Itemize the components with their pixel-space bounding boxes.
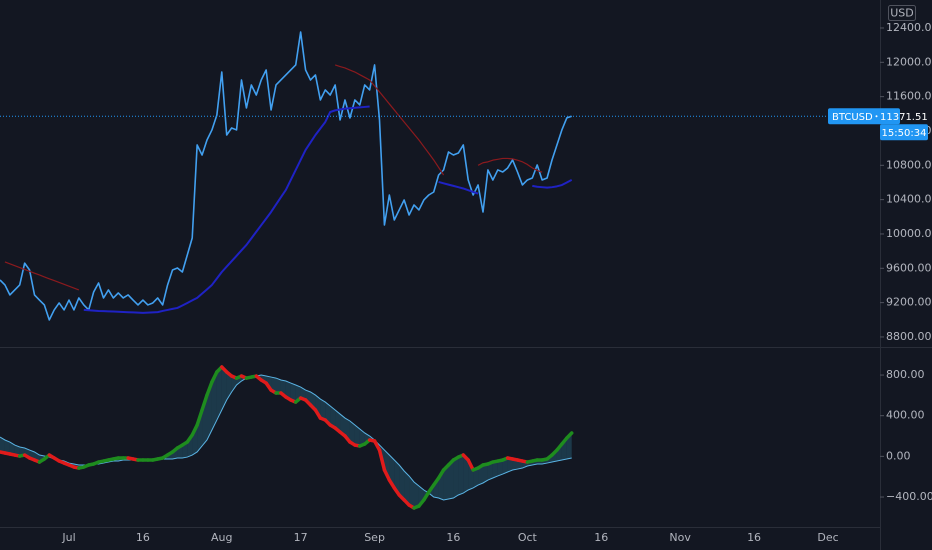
ribbon-fill [492,461,498,479]
countdown-tag [880,124,928,141]
macd-segment [565,431,574,440]
y-tick-label: 400.00 [886,409,925,422]
ribbon-fill [320,399,326,421]
currency-box[interactable] [888,5,916,21]
ribbon-fill [483,463,488,483]
ribbon-fill [394,460,400,495]
y-tick-label: 0.00 [886,449,911,462]
ribbon-fill [359,429,365,446]
ribbon-fill [512,458,518,470]
x-tick-label: 16 [136,531,150,544]
ribbon-fill [197,410,203,452]
symbol-label: BTCUSD [832,112,873,123]
macd-segment [205,380,214,397]
macd-segment [200,393,209,412]
ribbon-fill [433,478,439,499]
x-tick-label: Dec [817,531,838,544]
ribbon-fill [9,442,15,456]
ribbon-fill [211,371,217,431]
macd-segment [210,370,219,384]
ribbon-fill [414,481,419,508]
ribbon-fill [566,432,572,459]
ribbon-fill [409,475,414,508]
ribbon-fill [285,381,291,401]
y-tick-label: 9200.00 [886,296,932,309]
x-tick-label: Jul [61,531,75,544]
ribbon-fill [330,406,336,428]
last-price-tag [828,108,900,125]
ribbon-fill [478,464,483,486]
price-line [0,31,572,321]
macd-segment [195,408,204,427]
ribbon-fill [216,367,222,421]
price-line [83,105,573,314]
ribbon-fill [384,450,390,481]
x-tick-label: Oct [518,531,538,544]
macd-segment [382,468,392,482]
ribbon-fill [226,371,232,401]
currency-label: USD [890,7,914,20]
y-tick-label: 10800.00 [886,158,932,171]
y-tick-label: 800.00 [886,368,925,381]
ribbon-fill [231,376,237,393]
macd-segment [377,448,387,472]
ribbon-fill [290,383,296,403]
ribbon-fill [487,462,493,481]
x-tick-label: 17 [294,531,308,544]
y-tick-label: 12000.00 [886,55,932,68]
ribbon-fill [315,395,321,419]
ribbon-fill [507,457,513,473]
ribbon-fill [463,455,469,494]
ribbon-fill [349,420,355,446]
y-tick-label: 9600.00 [886,261,932,274]
countdown-label: 15:50:34 [882,128,927,139]
ribbon-fill [354,425,360,446]
ribbon-fill [340,414,345,437]
ribbon-fill [399,464,405,500]
x-tick-label: Sep [364,531,385,544]
y-tick-label: 11600.00 [886,90,932,103]
x-tick-label: Nov [669,531,691,544]
ribbon-fill [453,457,459,499]
ribbon-fill [276,378,281,394]
y-tick-label: 10400.00 [886,193,932,206]
ribbon-fill [443,464,449,500]
ribbon-fill [473,468,479,488]
y-tick-label: 10000.00 [886,227,932,240]
x-tick-label: 16 [446,531,460,544]
last-price-label: 11371.51 [880,112,928,123]
x-tick-label: 16 [747,531,761,544]
ribbon-fill [14,445,20,457]
ribbon-fill [0,437,5,454]
ribbon-fill [502,457,508,475]
y-tick-label: 8800.00 [886,330,932,343]
ribbon-fill [335,410,341,433]
y-tick-label: −400.00 [886,490,932,503]
ribbon-fill [497,460,503,476]
ribbon-fill [221,367,227,411]
separator-dot [875,115,878,118]
ribbon-fill [458,455,464,495]
ribbon-fill [4,439,10,455]
x-tick-label: Aug [211,531,232,544]
ribbon-fill [448,460,454,500]
price-line [4,64,543,291]
x-tick-label: 16 [594,531,608,544]
macd-segment [190,423,199,437]
macd-segment [466,458,475,472]
ribbon-fill [404,470,410,506]
y-tick-label: 12400.00 [886,21,932,34]
